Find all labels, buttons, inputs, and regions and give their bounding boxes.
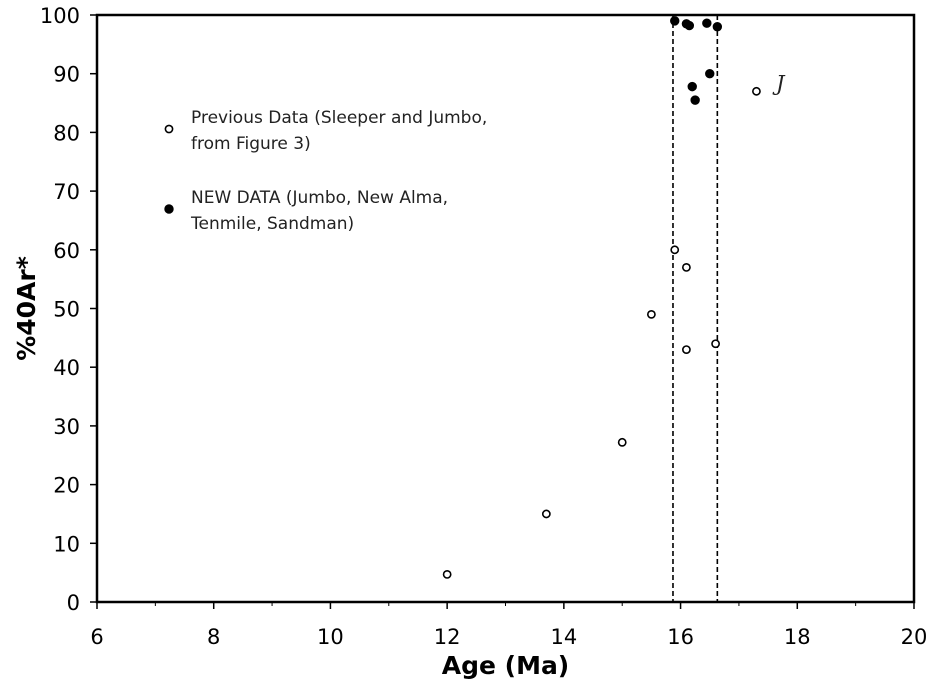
y-tick-label: 80 — [53, 121, 80, 145]
plot-frame — [95, 13, 916, 604]
y-tick-label: 40 — [53, 356, 80, 380]
legend-label: Tenmile, Sandman) — [190, 214, 354, 234]
y-tick-label: 10 — [53, 532, 80, 556]
annotation-label: J — [772, 71, 786, 95]
previous-data-point — [646, 309, 656, 319]
legend-marker — [164, 204, 174, 214]
y-tick-label: 30 — [53, 415, 80, 439]
data-points — [442, 16, 761, 579]
previous-data-point — [442, 570, 452, 579]
y-tick-label: 100 — [40, 4, 80, 28]
y-tick-label: 50 — [53, 298, 80, 322]
new-data-point — [712, 22, 723, 32]
x-tick-label: 14 — [550, 625, 577, 649]
x-tick-label: 12 — [434, 625, 461, 649]
x-tick-label: 18 — [784, 625, 811, 649]
y-tick-label: 60 — [53, 239, 80, 263]
y-tick-label: 70 — [53, 180, 80, 204]
x-tick-label: 10 — [317, 625, 344, 649]
x-tick-label: 20 — [901, 625, 928, 649]
x-axis-title: Age (Ma) — [442, 651, 570, 680]
annotations: J — [772, 71, 786, 95]
previous-data-point — [682, 263, 691, 272]
axes: 6 8 10 12 14 16 18 20 0 10 20 30 40 50 60 70 80 90 100 — [40, 4, 927, 649]
previous-data-point — [541, 509, 551, 519]
y-tick-label: 90 — [53, 63, 80, 87]
legend-label: NEW DATA (Jumbo, New Alma, — [191, 188, 448, 208]
legend-label: Previous Data (Sleeper and Jumbo, — [191, 108, 487, 128]
new-data-point — [702, 18, 712, 28]
y-tick-label: 0 — [67, 591, 80, 615]
new-data-point — [705, 69, 715, 79]
previous-data-point — [752, 86, 761, 96]
legend-marker — [164, 124, 174, 134]
x-tick-label: 8 — [207, 625, 220, 649]
new-data-point — [684, 20, 695, 31]
y-axis-title: %40Ar* — [12, 256, 41, 361]
legend: Previous Data (Sleeper and Jumbo, from Fi… — [164, 108, 487, 234]
new-data-point — [690, 95, 700, 105]
previous-data-point — [711, 339, 720, 349]
new-data-point — [687, 81, 697, 92]
x-tick-label: 16 — [667, 625, 694, 649]
previous-data-point — [670, 245, 680, 255]
vertical-reference-lines — [672, 15, 719, 602]
previous-data-point — [617, 437, 627, 447]
x-tick-label: 6 — [90, 625, 103, 649]
previous-data-point — [682, 345, 691, 354]
new-data-point — [670, 16, 680, 26]
y-tick-label: 20 — [53, 474, 80, 498]
legend-label: from Figure 3) — [191, 134, 311, 154]
